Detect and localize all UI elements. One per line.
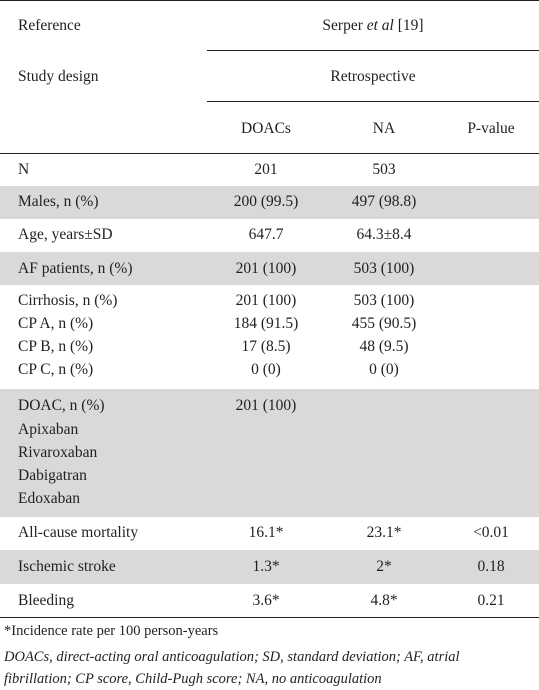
study-design-label: Study design: [18, 68, 99, 85]
row-label: Ischemic stroke: [18, 558, 116, 575]
table-bottom-rule: [0, 617, 539, 619]
row-label: Bleeding: [18, 592, 74, 609]
row-na-value: 2*: [376, 558, 392, 575]
row-doacs-value: 0 (0): [251, 361, 281, 378]
table-row: All-cause mortality 16.1* 23.1* <0.01: [0, 517, 539, 550]
row-label: Age, years±SD: [18, 226, 113, 243]
column-header-row: DOACs NA P-value: [0, 102, 539, 154]
row-label: Males, n (%): [18, 193, 99, 210]
col-header-na: NA: [372, 120, 396, 137]
header-bottom-rule: [0, 153, 539, 155]
reference-row: Reference Serper et al [19]: [0, 0, 539, 51]
row-doacs-value: 201 (100): [235, 397, 297, 414]
reference-rule: [207, 50, 539, 52]
row-label: AF patients, n (%): [18, 260, 133, 277]
row-na-value: 503 (100): [353, 292, 415, 309]
row-na-value: 64.3±8.4: [356, 226, 412, 243]
row-pvalue: 0.18: [477, 558, 505, 575]
row-na-value: 23.1*: [366, 524, 402, 541]
col-header-pvalue: P-value: [467, 120, 515, 137]
row-na-value: 455 (90.5): [351, 315, 417, 332]
row-pvalue: <0.01: [473, 524, 509, 541]
footnote-abbrev-line1: DOACs, direct-acting oral anticoagulatio…: [4, 649, 460, 665]
row-doacs-value: 3.6*: [252, 592, 280, 609]
study-design-row: Study design Retrospective: [0, 51, 539, 102]
row-label: All-cause mortality: [18, 524, 139, 541]
table-top-rule: [0, 0, 539, 2]
reference-etal: et al: [366, 17, 394, 34]
row-na-value: 497 (98.8): [351, 193, 417, 210]
row-doacs-value: 184 (91.5): [233, 315, 299, 332]
reference-author: Serper: [322, 17, 363, 34]
reference-label: Reference: [18, 17, 81, 34]
row-na-value: 503 (100): [353, 260, 415, 277]
row-label: DOAC, n (%): [18, 397, 105, 414]
table-row: Age, years±SD 647.7 64.3±8.4: [0, 219, 539, 252]
reference-cite: [19]: [397, 17, 424, 34]
row-doacs-value: 201: [254, 161, 278, 178]
row-pvalue: 0.21: [477, 592, 505, 609]
row-na-value: 0 (0): [369, 361, 399, 378]
design-rule: [207, 101, 539, 103]
table-row: Ischemic stroke 1.3* 2* 0.18: [0, 550, 539, 584]
table-row: Males, n (%) 200 (99.5) 497 (98.8): [0, 186, 539, 219]
row-label: N: [18, 161, 30, 178]
study-design-value: Retrospective: [330, 68, 416, 85]
footnote-abbrev-line2: fibrillation; CP score, Child-Pugh score…: [4, 671, 382, 687]
row-label: CP A, n (%): [18, 315, 94, 332]
footnote-incidence: *Incidence rate per 100 person-years: [4, 623, 219, 639]
row-doacs-value: 200 (99.5): [233, 193, 299, 210]
footnote-abbreviations: DOACs, direct-acting oral anticoagulatio…: [4, 646, 460, 690]
row-na-value: 503: [372, 161, 396, 178]
row-label: Rivaroxaban: [18, 444, 98, 461]
table-row: AF patients, n (%) 201 (100) 503 (100): [0, 252, 539, 285]
doac-block: DOAC, n (%) 201 (100) Apixaban Rivaroxab…: [0, 389, 539, 517]
row-na-value: 48 (9.5): [359, 338, 409, 355]
cirrhosis-block: Cirrhosis, n (%) 201 (100) 503 (100) CP …: [0, 285, 539, 389]
row-na-value: 4.8*: [370, 592, 398, 609]
row-label: Apixaban: [18, 421, 79, 438]
row-label: Dabigatran: [18, 467, 87, 484]
row-doacs-value: 17 (8.5): [241, 338, 291, 355]
table-row: N 201 503: [0, 155, 539, 186]
row-doacs-value: 1.3*: [252, 558, 280, 575]
row-label: Cirrhosis, n (%): [18, 292, 118, 309]
row-label: CP C, n (%): [18, 361, 94, 378]
row-doacs-value: 201 (100): [235, 260, 297, 277]
row-doacs-value: 647.7: [248, 226, 284, 243]
row-label: Edoxaban: [18, 490, 80, 507]
table-row: Bleeding 3.6* 4.8* 0.21: [0, 584, 539, 617]
col-header-doacs: DOACs: [241, 120, 291, 137]
row-doacs-value: 16.1*: [248, 524, 284, 541]
row-label: CP B, n (%): [18, 338, 94, 355]
reference-value: Serper et al [19]: [207, 15, 539, 37]
row-doacs-value: 201 (100): [235, 292, 297, 309]
